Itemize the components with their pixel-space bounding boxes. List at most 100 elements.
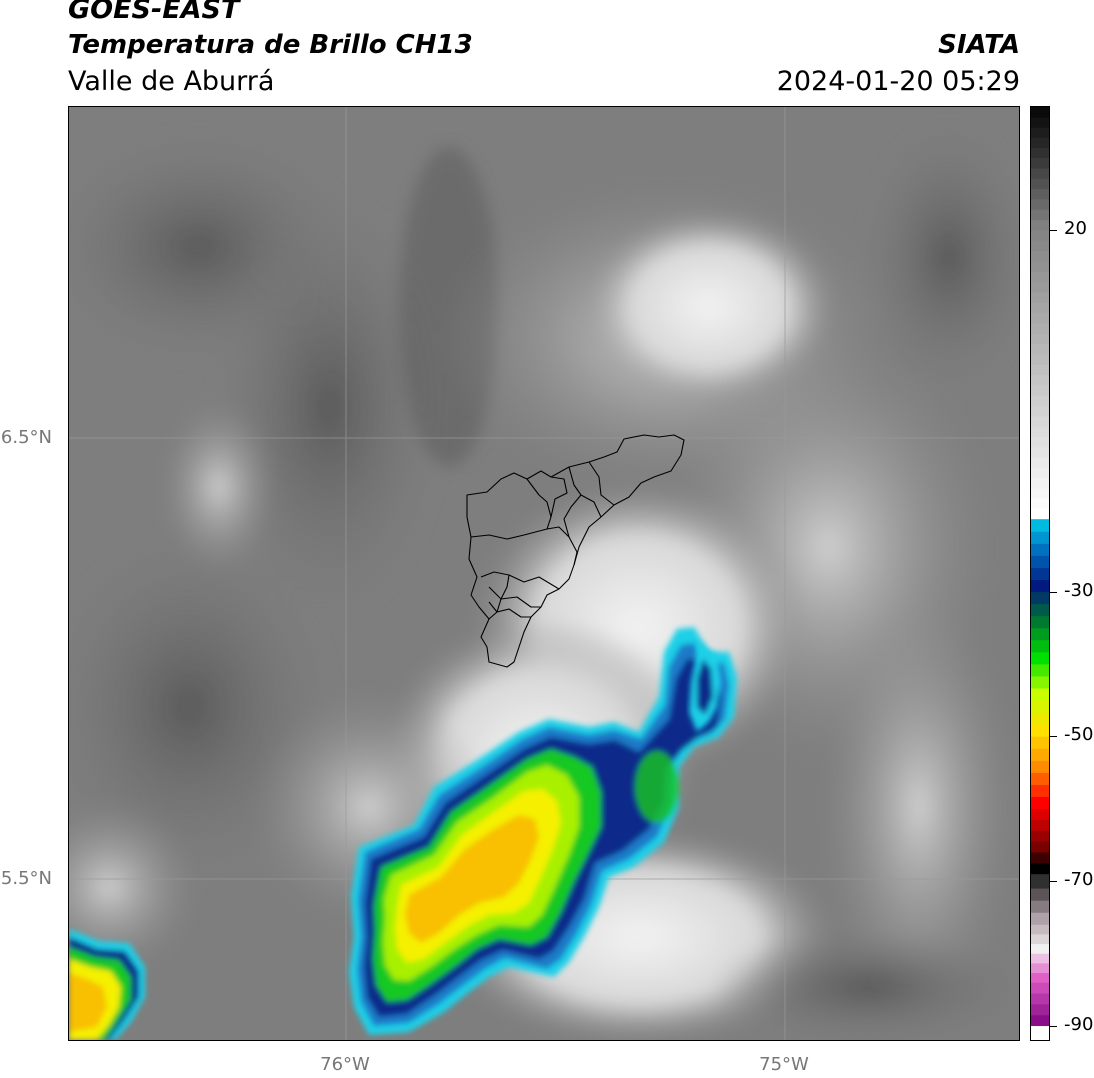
colorbar-band bbox=[1031, 291, 1049, 303]
brand-label: SIATA bbox=[938, 30, 1020, 60]
colorbar-band bbox=[1031, 353, 1049, 365]
colorbar-band bbox=[1031, 271, 1049, 283]
colorbar-band bbox=[1031, 579, 1049, 593]
colorbar-band bbox=[1031, 374, 1049, 386]
colorbar-band bbox=[1031, 209, 1049, 221]
colorbar-band bbox=[1031, 924, 1049, 935]
colorbar-band bbox=[1031, 688, 1049, 701]
colorbar-band bbox=[1031, 281, 1049, 293]
colorbar-band bbox=[1031, 1014, 1049, 1027]
colorbar-band bbox=[1031, 219, 1049, 231]
colorbar-band bbox=[1031, 260, 1049, 272]
colorbar-band bbox=[1031, 1003, 1049, 1016]
colorbar-band bbox=[1031, 796, 1049, 810]
colorbar-band bbox=[1031, 1025, 1049, 1040]
colorbar-band bbox=[1031, 615, 1049, 629]
colorbar-band bbox=[1031, 724, 1049, 737]
colorbar-tick-label: -30 bbox=[1064, 579, 1094, 601]
colorbar-band bbox=[1031, 519, 1049, 532]
colorbar-band bbox=[1031, 900, 1049, 913]
colorbar-band bbox=[1031, 250, 1049, 262]
satellite-map[interactable] bbox=[68, 106, 1020, 1041]
colorbar-band bbox=[1031, 137, 1049, 149]
corner-storm bbox=[69, 929, 145, 1040]
colorbar-band bbox=[1031, 178, 1049, 190]
colorbar-band bbox=[1031, 436, 1049, 448]
lat-label-5-5: 5.5°N bbox=[0, 868, 52, 889]
colorbar-band bbox=[1031, 567, 1049, 581]
colorbar-tick bbox=[1050, 1025, 1057, 1027]
colorbar-band bbox=[1031, 107, 1049, 118]
colorbar-band bbox=[1031, 167, 1049, 179]
colorbar-band bbox=[1031, 117, 1049, 128]
colorbar-band bbox=[1031, 457, 1049, 468]
colorbar-tick-label: -70 bbox=[1064, 868, 1094, 890]
colorbar-band bbox=[1031, 312, 1049, 324]
colorbar-band bbox=[1031, 663, 1049, 677]
colorbar-band bbox=[1031, 591, 1049, 605]
colorbar-band bbox=[1031, 333, 1049, 345]
colorbar-tick-label: 20 bbox=[1064, 217, 1087, 239]
colorbar-band bbox=[1031, 487, 1049, 499]
colorbar-band bbox=[1031, 603, 1049, 617]
colorbar-band bbox=[1031, 888, 1049, 901]
colorbar-band bbox=[1031, 627, 1049, 641]
colorbar-band bbox=[1031, 498, 1049, 509]
colorbar-band bbox=[1031, 819, 1049, 831]
region-title: Valle de Aburrá bbox=[68, 66, 275, 97]
colorbar-band bbox=[1031, 531, 1049, 544]
colorbar-band bbox=[1031, 518, 1049, 520]
lon-label-76: 76°W bbox=[320, 1054, 370, 1075]
colorbar-band bbox=[1031, 147, 1049, 159]
colorbar-band bbox=[1031, 426, 1049, 438]
satellite-title: GOES-EAST bbox=[68, 0, 240, 25]
product-title: Temperatura de Brillo CH13 bbox=[68, 30, 473, 60]
colorbar-band bbox=[1031, 982, 1049, 994]
lat-label-6-5: 6.5°N bbox=[0, 427, 52, 448]
colorbar-band bbox=[1031, 240, 1049, 252]
colorbar-band bbox=[1031, 395, 1049, 407]
colorbar-band bbox=[1031, 700, 1049, 713]
colorbar-band bbox=[1031, 364, 1049, 376]
colorbar bbox=[1030, 106, 1050, 1041]
colorbar-band bbox=[1031, 862, 1049, 875]
colorbar-band bbox=[1031, 784, 1049, 798]
colorbar-tick-label: -50 bbox=[1064, 724, 1094, 746]
colorbar-band bbox=[1031, 651, 1049, 665]
colorbar-band bbox=[1031, 873, 1049, 889]
colorbar-band bbox=[1031, 748, 1049, 761]
colorbar-band bbox=[1031, 992, 1049, 1005]
colorbar-tick bbox=[1050, 591, 1057, 593]
colorbar-band bbox=[1031, 127, 1049, 138]
colorbar-band bbox=[1031, 830, 1049, 842]
storm-eastern-arm bbox=[689, 642, 721, 732]
colorbar-band bbox=[1031, 198, 1049, 210]
colorbar-band bbox=[1031, 446, 1049, 458]
colorbar-band bbox=[1031, 322, 1049, 334]
colorbar-band bbox=[1031, 933, 1049, 945]
colorbar-band bbox=[1031, 415, 1049, 427]
colorbar-band bbox=[1031, 229, 1049, 241]
colorbar-band bbox=[1031, 962, 1049, 973]
colorbar-tick-label: -90 bbox=[1064, 1013, 1094, 1035]
colorbar-band bbox=[1031, 555, 1049, 568]
colorbar-band bbox=[1031, 808, 1049, 820]
colorbar-band bbox=[1031, 188, 1049, 200]
colorbar-band bbox=[1031, 508, 1049, 520]
map-canvas bbox=[69, 107, 1019, 1040]
colorbar-tick bbox=[1050, 736, 1057, 738]
colorbar-band bbox=[1031, 477, 1049, 489]
colorbar-band bbox=[1031, 736, 1049, 749]
colorbar-band bbox=[1031, 467, 1049, 479]
colorbar-band bbox=[1031, 302, 1049, 314]
colorbar-band bbox=[1031, 851, 1049, 864]
colorbar-band bbox=[1031, 912, 1049, 925]
colorbar-band bbox=[1031, 343, 1049, 355]
colorbar-band bbox=[1031, 675, 1049, 689]
colorbar-band bbox=[1031, 384, 1049, 396]
colorbar-tick bbox=[1050, 229, 1057, 231]
colorbar-band bbox=[1031, 972, 1049, 983]
timestamp-label: 2024-01-20 05:29 bbox=[776, 66, 1020, 97]
colorbar-band bbox=[1031, 943, 1049, 954]
lon-label-75: 75°W bbox=[759, 1054, 809, 1075]
